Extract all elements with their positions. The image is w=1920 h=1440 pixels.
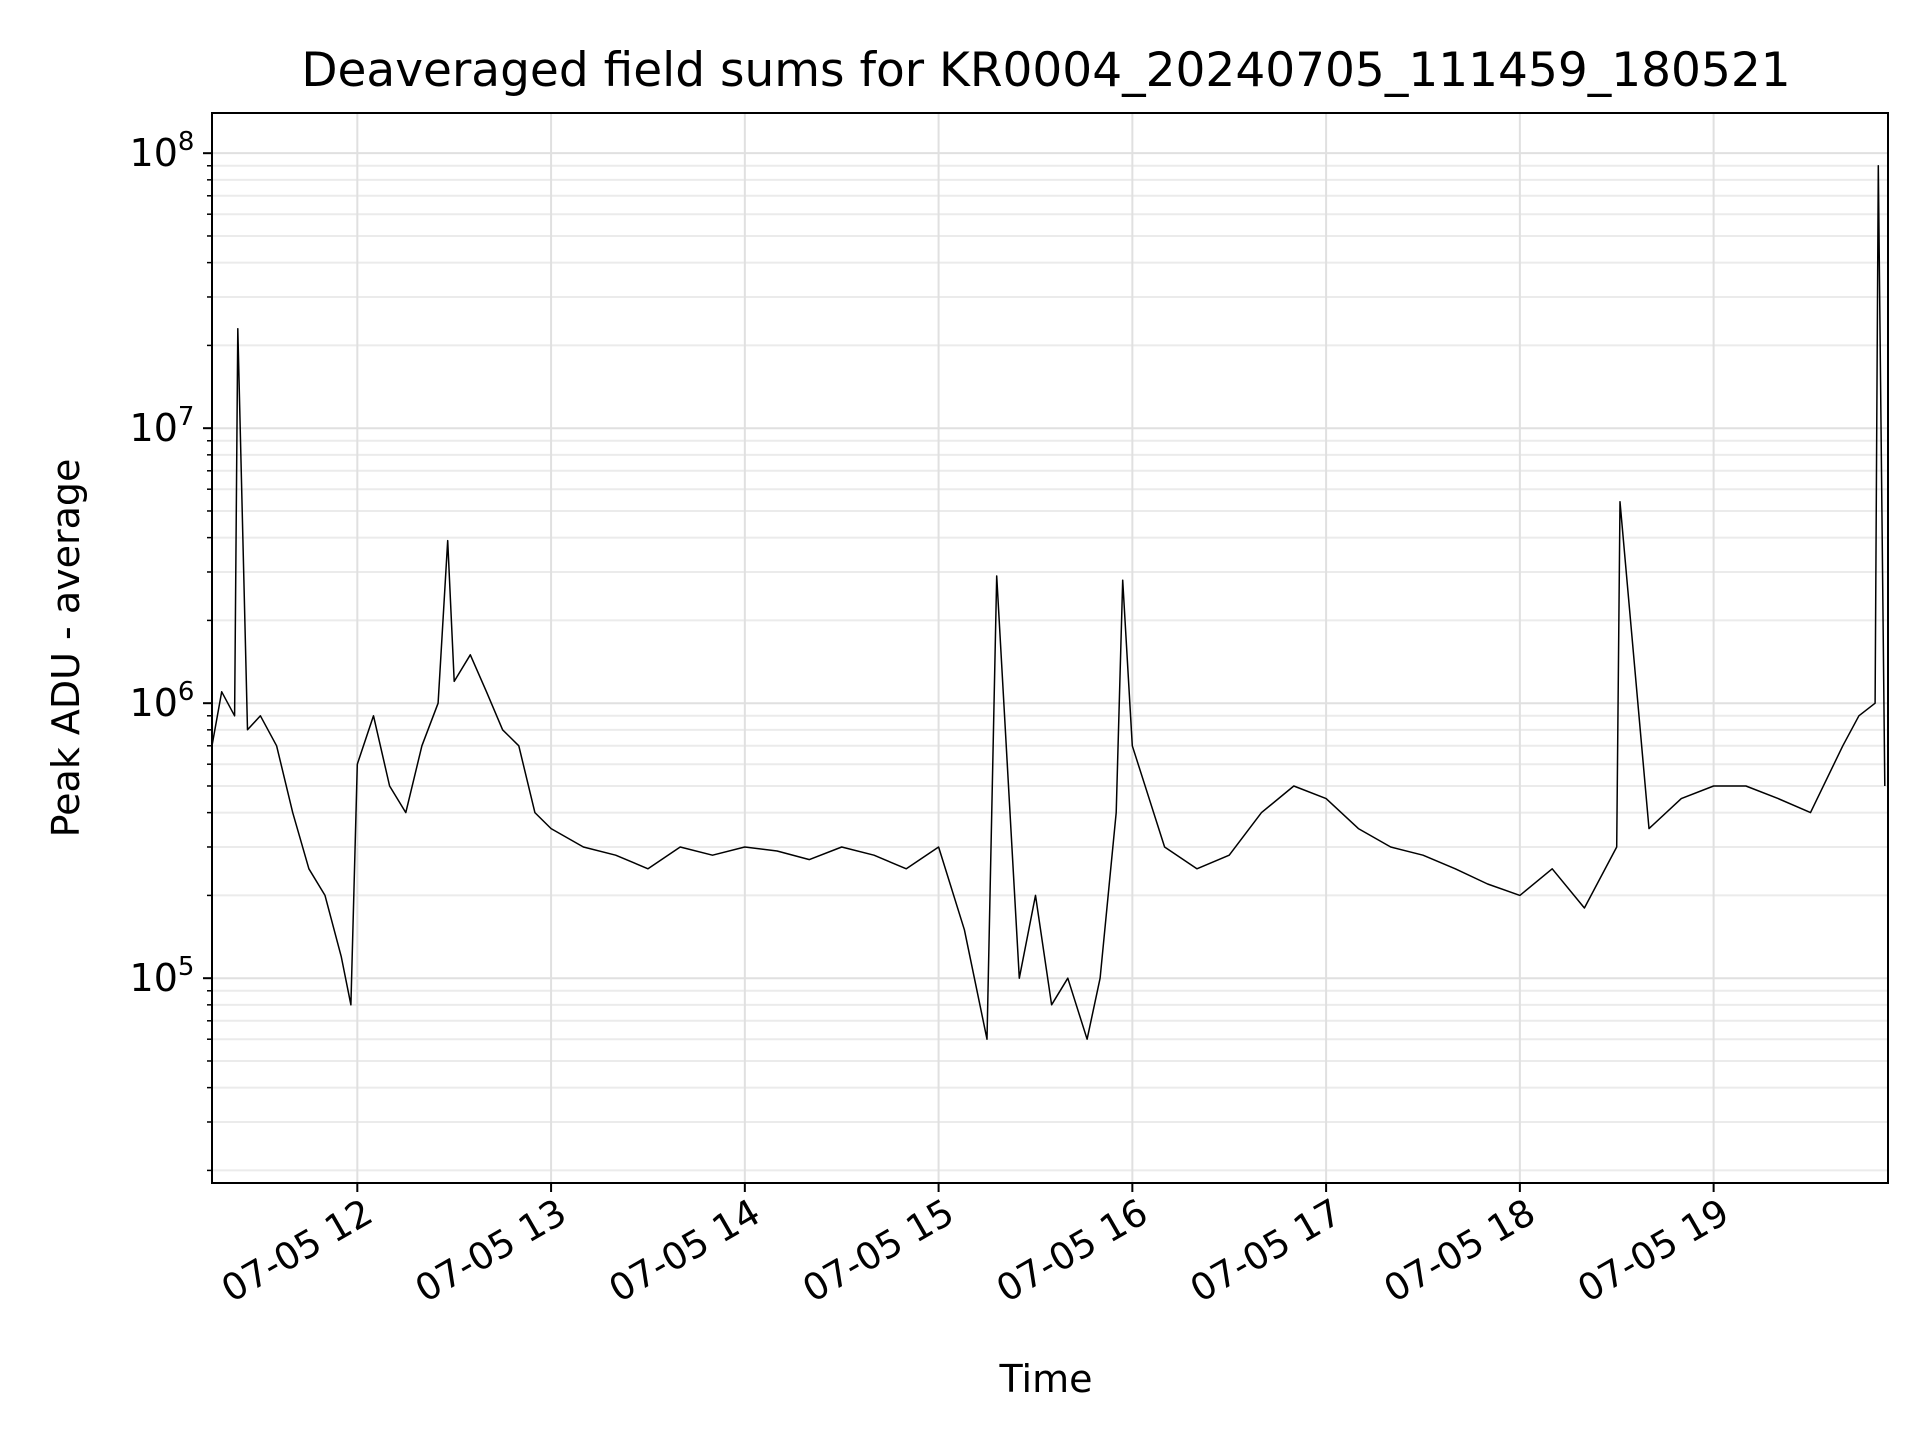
- data-series-line: [211, 165, 1886, 1040]
- plot-frame: [211, 112, 1889, 1184]
- plot-area: [211, 165, 1886, 1040]
- chart-title: Deaveraged field sums for KR0004_2024070…: [301, 43, 1790, 98]
- minor-gridlines: [212, 164, 1888, 1172]
- y-tick-label: 107: [130, 402, 195, 450]
- y-tick-label: 108: [130, 127, 195, 175]
- y-axis-label: Peak ADU - average: [44, 459, 88, 838]
- major-gridlines: [212, 113, 1888, 1183]
- y-tick-label: 106: [130, 677, 195, 725]
- x-axis-label: Time: [999, 1357, 1093, 1401]
- y-axis: 105 106 107 108: [130, 127, 212, 1172]
- y-tick-label: 105: [130, 952, 195, 1000]
